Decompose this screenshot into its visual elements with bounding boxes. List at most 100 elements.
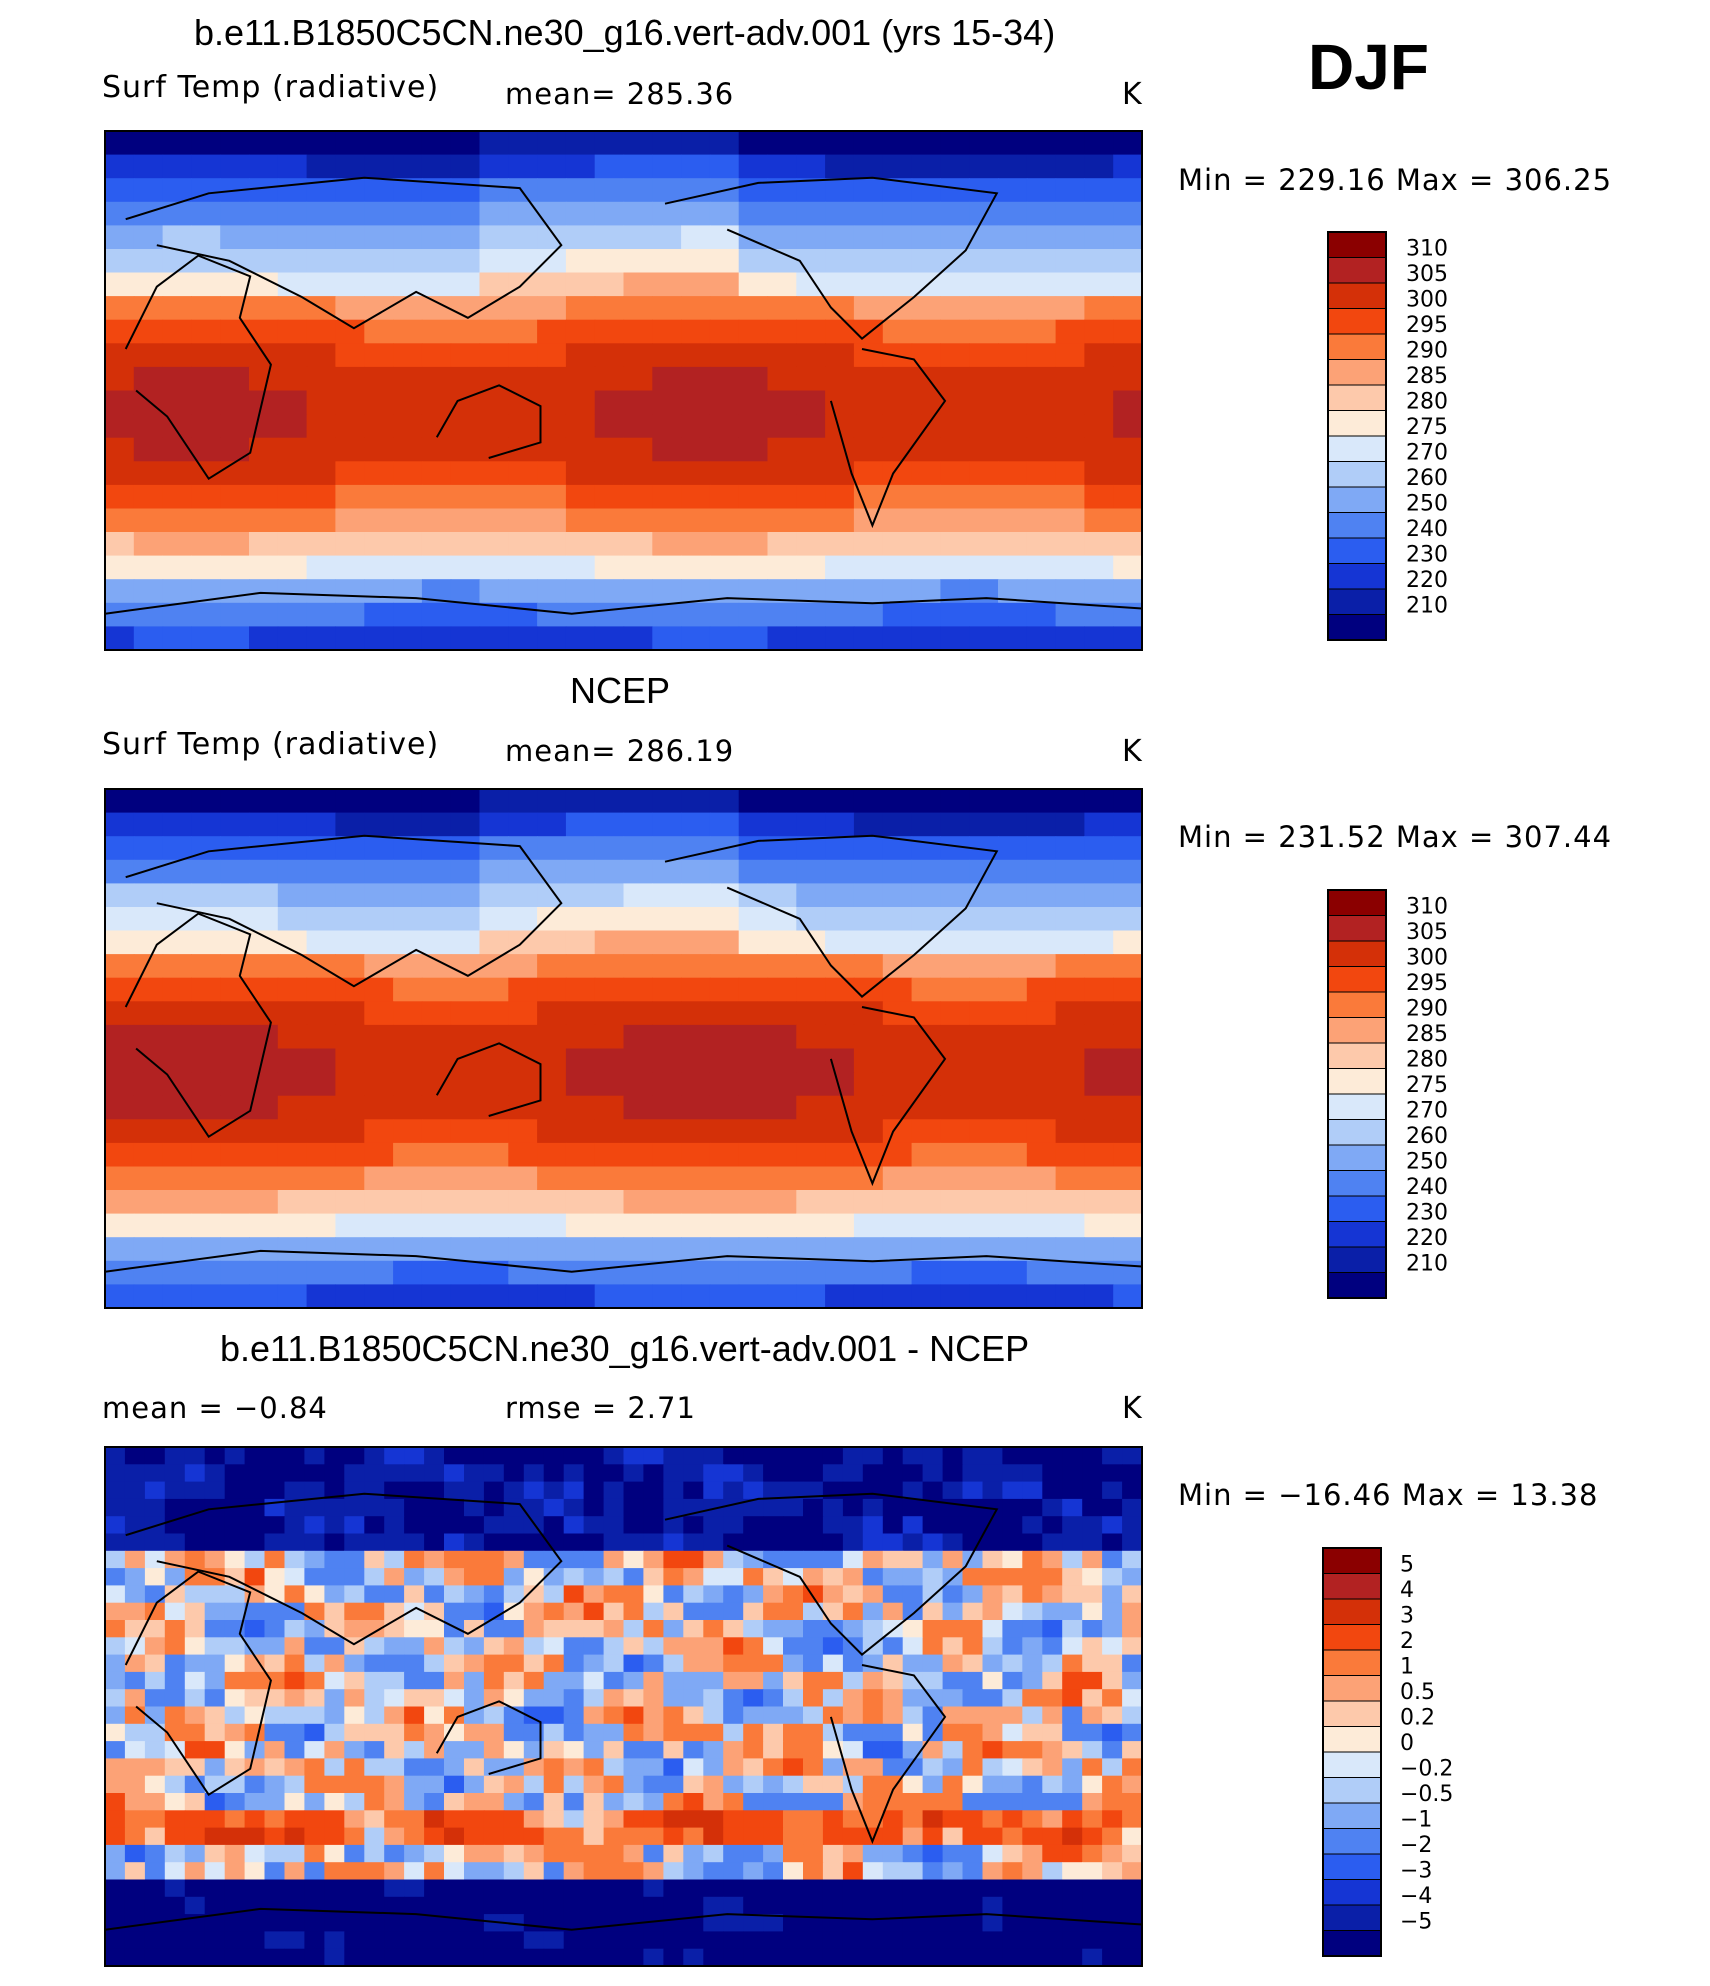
colorbar-tick-label: 0: [1400, 1731, 1414, 1756]
colorbar-tick-label: 300: [1406, 288, 1448, 313]
colorbar-swatch: [1322, 1649, 1382, 1676]
map-frame: [104, 788, 1143, 1309]
colorbar-tick-label: −0.5: [1400, 1782, 1453, 1807]
coastline: [435, 1700, 542, 1775]
colorbar-swatch: [1322, 1675, 1382, 1702]
colorbar-swatch: [1322, 1777, 1382, 1804]
colorbar-tick-label: 250: [1406, 492, 1448, 517]
colorbar-swatch: [1327, 588, 1387, 615]
coastline: [105, 1907, 1142, 1931]
colorbar-tick-label: 210: [1406, 594, 1448, 619]
colorbar-tick-label: 230: [1406, 1201, 1448, 1226]
map-field-1: [105, 131, 1142, 650]
colorbar-swatch: [1327, 537, 1387, 564]
colorbar-swatch: [1322, 1726, 1382, 1753]
colorbar-swatch: [1327, 333, 1387, 360]
colorbar-tick-label: 305: [1406, 262, 1448, 287]
colorbar-tick-label: −2: [1400, 1833, 1432, 1858]
colorbar-swatch: [1322, 1853, 1382, 1880]
colorbar-tick-label: 310: [1406, 895, 1448, 920]
colorbar-swatch: [1327, 563, 1387, 590]
colorbar-tick-label: −5: [1400, 1910, 1432, 1935]
colorbar-swatch: [1327, 486, 1387, 513]
colorbar-swatch: [1327, 1068, 1387, 1095]
colorbar-swatch: [1327, 384, 1387, 411]
map-field-3: [105, 1447, 1142, 1966]
colorbar-tick-label: 0.5: [1400, 1680, 1435, 1705]
panel1-variable-label: Surf Temp (radiative): [102, 70, 440, 105]
map-frame: [104, 130, 1143, 651]
colorbar-tick-label: 2: [1400, 1629, 1414, 1654]
colorbar-tick-label: 285: [1406, 1022, 1448, 1047]
colorbar-swatch: [1327, 889, 1387, 916]
colorbar-tick-label: 260: [1406, 1124, 1448, 1149]
colorbar-tick-label: 310: [1406, 237, 1448, 262]
colorbar-tick-label: 295: [1406, 971, 1448, 996]
colorbar-swatch: [1322, 1828, 1382, 1855]
coastline: [829, 1664, 947, 1845]
coastline: [124, 1570, 272, 1797]
panel2-mean: mean= 286.19: [505, 734, 735, 768]
colorbar-tick-label: 5: [1400, 1553, 1414, 1578]
colorbar-tick-label: 0.2: [1400, 1706, 1435, 1731]
colorbar-swatch: [1327, 991, 1387, 1018]
colorbar-tick-label: 210: [1406, 1252, 1448, 1277]
colorbar-swatch: [1327, 512, 1387, 539]
coastline: [829, 348, 947, 529]
coastline: [664, 834, 999, 998]
colorbar-1: 3103053002952902852802752702602502402302…: [1327, 231, 1448, 641]
colorbar-tick-label: 230: [1406, 543, 1448, 568]
map-panel-2: [104, 788, 1143, 1309]
coastline: [125, 834, 563, 988]
coastline: [829, 1006, 947, 1187]
colorbar-tick-label: 260: [1406, 466, 1448, 491]
colorbar-swatch: [1322, 1700, 1382, 1727]
colorbar-swatch: [1327, 435, 1387, 462]
colorbar-tick-label: −1: [1400, 1808, 1432, 1833]
panel3-minmax: Min = −16.46 Max = 13.38: [1178, 1478, 1599, 1512]
panel2-units: K: [1122, 734, 1143, 769]
colorbar-tick-label: 220: [1406, 568, 1448, 593]
colorbar-tick-label: −0.2: [1400, 1757, 1453, 1782]
colorbar-swatch: [1327, 1093, 1387, 1120]
coastline: [105, 1249, 1142, 1273]
colorbar-swatch: [1327, 308, 1387, 335]
panel2-title: NCEP: [570, 670, 671, 711]
colorbar-swatch: [1327, 1042, 1387, 1069]
colorbar-tick-label: 240: [1406, 1175, 1448, 1200]
colorbar-tick-label: 3: [1400, 1604, 1414, 1629]
panel3-rmse: rmse = 2.71: [505, 1391, 696, 1425]
colorbar-tick-label: 250: [1406, 1150, 1448, 1175]
coastline: [435, 384, 542, 459]
colorbar-swatch: [1327, 410, 1387, 437]
colorbar-swatch: [1327, 1221, 1387, 1248]
colorbar-swatch: [1322, 1624, 1382, 1651]
colorbar-swatch: [1327, 1017, 1387, 1044]
panel2-minmax: Min = 231.52 Max = 307.44: [1178, 820, 1613, 854]
colorbar-tick-label: 4: [1400, 1578, 1414, 1603]
colorbar-tick-label: 295: [1406, 313, 1448, 338]
colorbar-swatch: [1327, 257, 1387, 284]
panel3-mean: mean = −0.84: [102, 1391, 328, 1425]
map-panel-3: [104, 1446, 1143, 1967]
colorbar-swatch: [1327, 461, 1387, 488]
colorbar-tick-label: 280: [1406, 390, 1448, 415]
colorbar-tick-label: 270: [1406, 1099, 1448, 1124]
colorbar-tick-label: 300: [1406, 946, 1448, 971]
colorbar-swatch: [1327, 614, 1387, 641]
colorbar-tick-label: −3: [1400, 1859, 1432, 1884]
colorbar-tick-label: −4: [1400, 1884, 1432, 1909]
colorbar-swatch: [1322, 1598, 1382, 1625]
map-frame: [104, 1446, 1143, 1967]
colorbar-swatch: [1322, 1573, 1382, 1600]
coastline: [124, 912, 272, 1139]
colorbar-tick-label: 270: [1406, 441, 1448, 466]
colorbar-swatch: [1322, 1751, 1382, 1778]
colorbar-swatch: [1322, 1879, 1382, 1906]
colorbar-swatch: [1327, 359, 1387, 386]
colorbar-swatch: [1327, 915, 1387, 942]
panel3-units: K: [1122, 1391, 1143, 1426]
colorbar-swatch: [1327, 1170, 1387, 1197]
season-label: DJF: [1308, 31, 1429, 103]
